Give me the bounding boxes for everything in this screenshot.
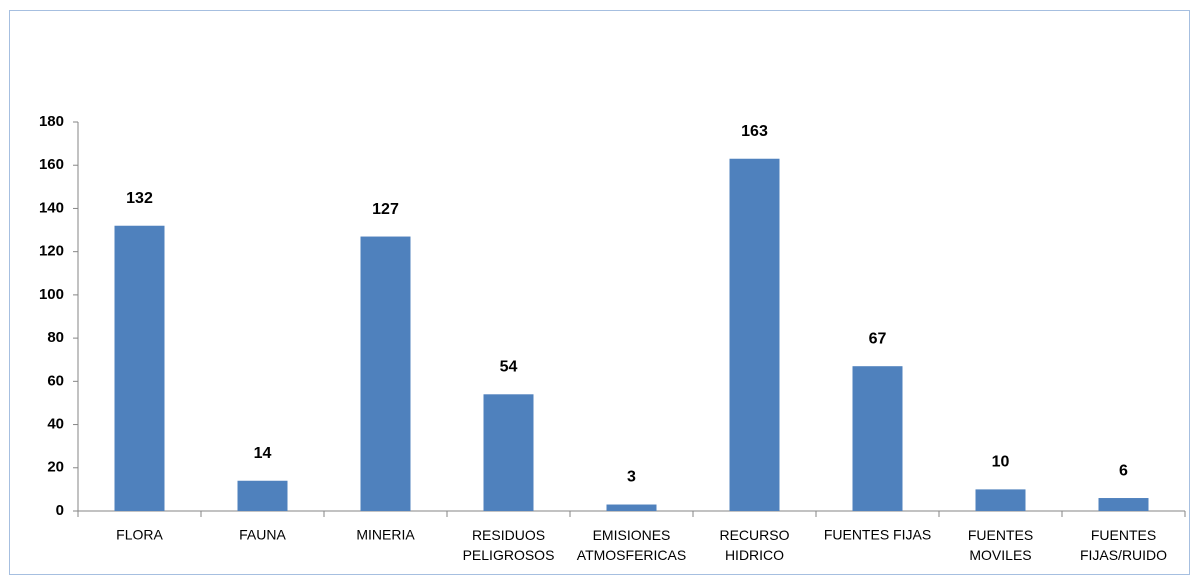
value-label: 163 [741,123,768,140]
chart-border [9,10,1190,575]
x-tick-label: MINERIA [356,527,415,543]
bar [483,394,534,511]
value-label: 6 [1119,462,1128,479]
value-label: 67 [869,330,887,347]
x-tick-label: FUENTES FIJAS [824,527,931,543]
y-tick-label: 140 [39,199,64,216]
bar [606,504,657,511]
y-tick-label: 100 [39,286,64,303]
y-tick-label: 20 [47,459,64,476]
y-tick-label: 180 [39,113,64,130]
x-tick-label: FLORA [116,527,163,543]
x-tick-label: FAUNA [239,527,286,543]
value-label: 14 [254,445,272,462]
y-tick-label: 120 [39,243,64,260]
bar [237,480,288,511]
y-tick-label: 0 [56,502,64,519]
bar [852,366,903,511]
bar [975,489,1026,511]
x-tick-label: FUENTES FIJAS/RUIDO [1080,527,1167,563]
y-tick-label: 160 [39,156,64,173]
y-tick-label: 80 [47,329,64,346]
bar [729,158,780,511]
x-tick-label: RECURSO HIDRICO [719,527,789,563]
x-tick-label: FUENTES MOVILES [968,527,1033,563]
value-label: 127 [372,201,399,218]
y-tick-label: 40 [47,416,64,433]
value-label: 54 [500,359,518,376]
x-tick-label: EMISIONES ATMOSFERICAS [577,527,686,563]
bar [360,236,411,512]
x-tick-label: RESIDUOS PELIGROSOS [463,527,555,563]
bar [1098,498,1149,511]
value-label: 132 [126,190,153,207]
value-label: 10 [992,454,1010,471]
bar [114,225,165,511]
y-tick-label: 60 [47,372,64,389]
value-label: 3 [627,469,636,486]
